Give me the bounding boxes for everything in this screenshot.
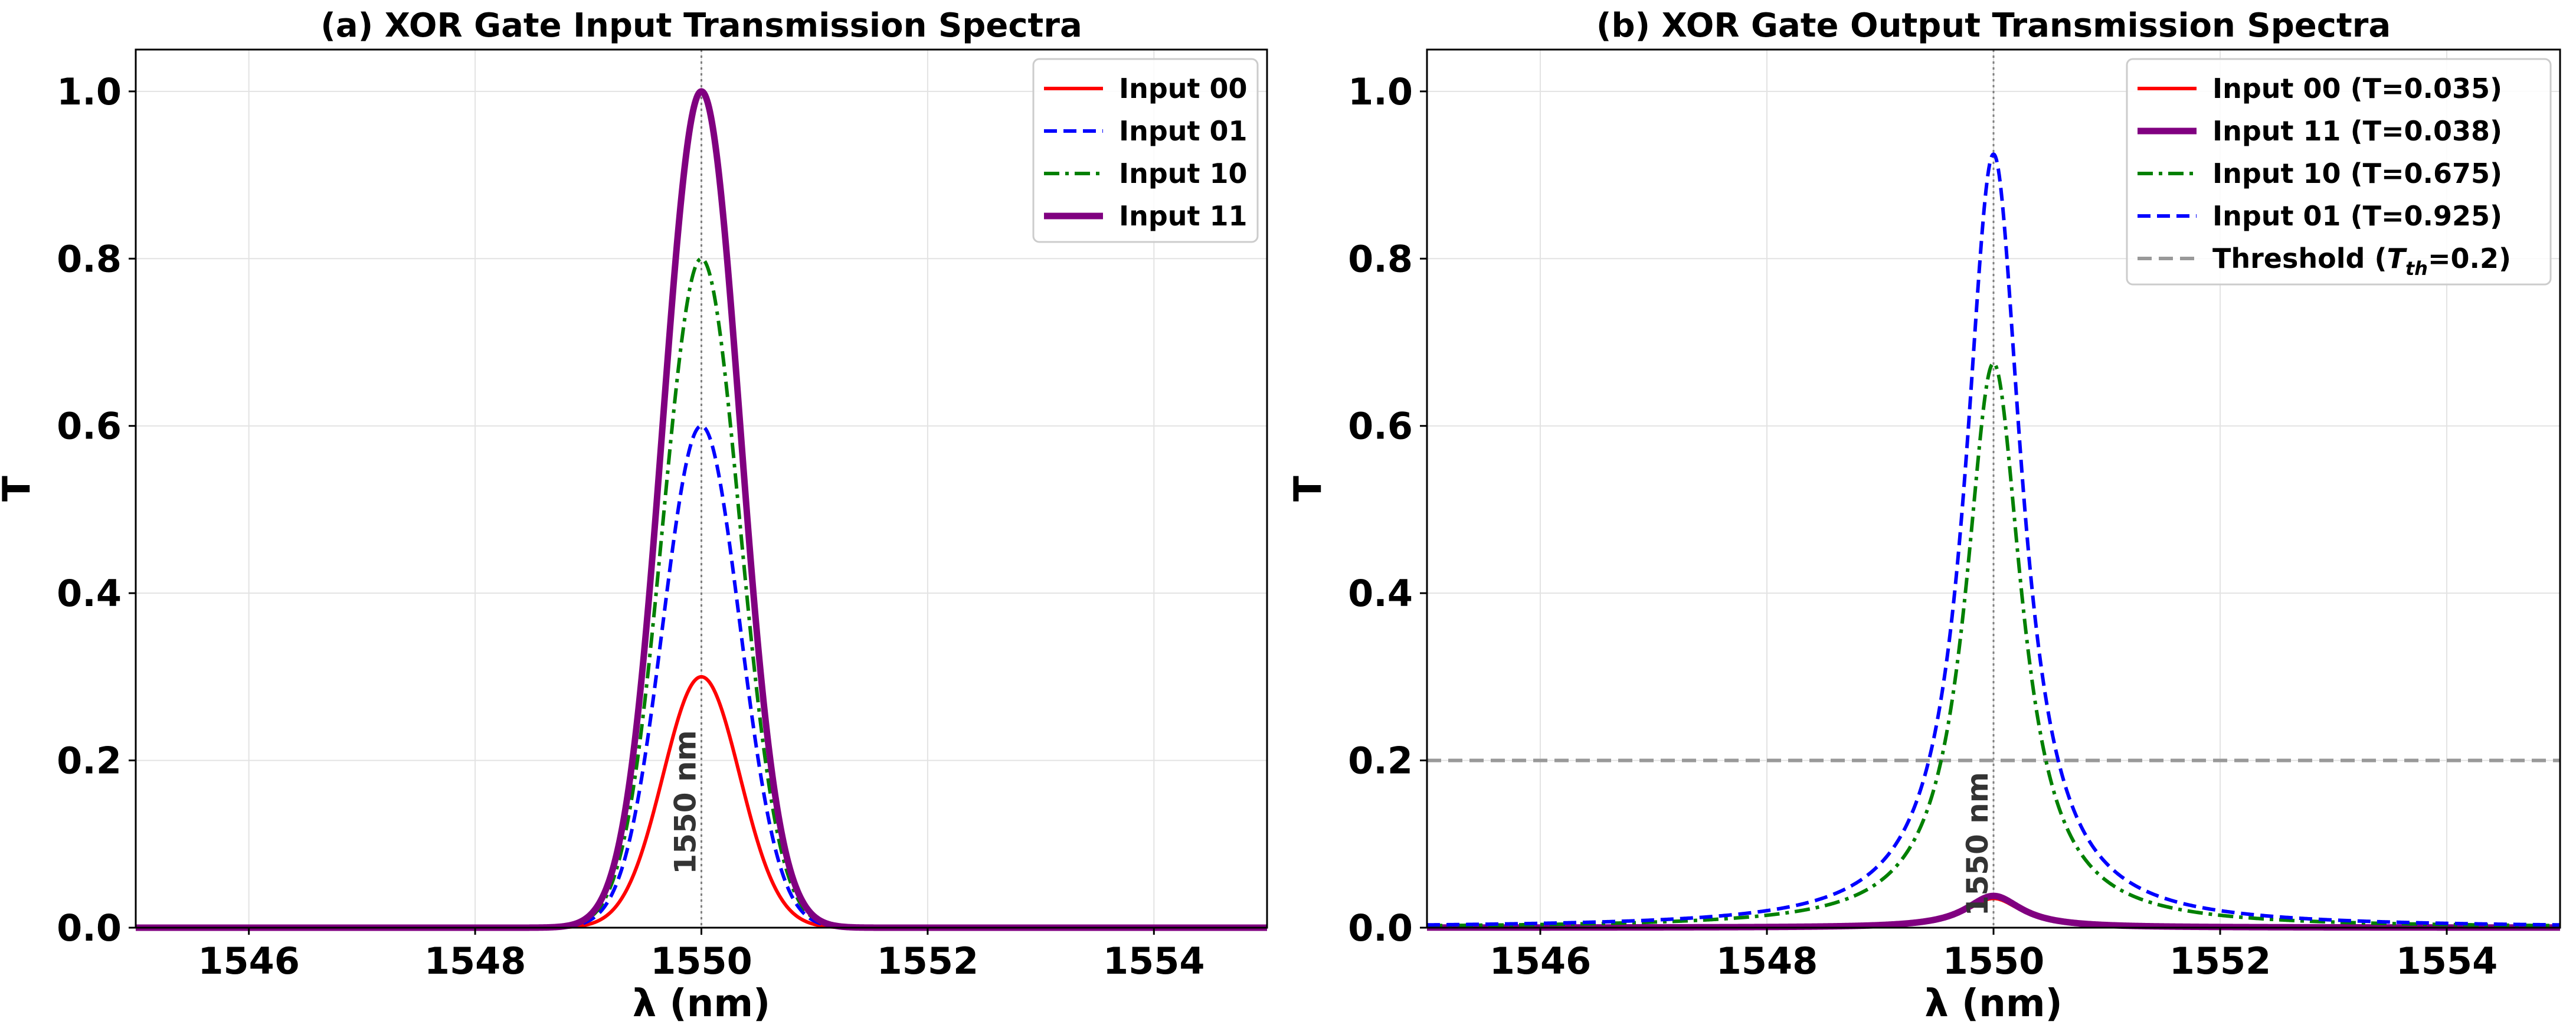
- y-tick-label: 0.4: [57, 572, 122, 615]
- y-tick-label: 0.8: [57, 237, 122, 280]
- x-tick-label: 1550: [650, 939, 752, 983]
- x-tick-label: 1548: [424, 939, 526, 983]
- legend-box: [2126, 58, 2552, 286]
- x-axis-label: λ (nm): [633, 982, 771, 1026]
- legend-box: [1032, 58, 1259, 243]
- y-tick-label: 0.0: [57, 906, 122, 950]
- y-tick-label: 0.4: [1348, 572, 1413, 615]
- legend-label: Input 11 (T=0.038): [2212, 115, 2502, 147]
- threshold-label-part: th: [2405, 257, 2428, 280]
- legend: Input 00 Input 01 Input 10 Input 11: [1032, 58, 1259, 243]
- threshold-label-part: T: [2387, 243, 2407, 274]
- chart-title: (a) XOR Gate Input Transmission Spectra: [320, 6, 1082, 45]
- y-axis-label: T: [0, 476, 39, 502]
- x-tick-label: 1546: [1490, 939, 1592, 983]
- y-tick-label: 1.0: [57, 70, 122, 113]
- legend-label: Input 00 (T=0.035): [2212, 73, 2502, 104]
- x-tick-label: 1546: [198, 939, 300, 983]
- panel-b: 1550 nm 1546 1548 1550 1552 1554 0.0 0.2 0.4 0.6 0…: [1287, 6, 2562, 1026]
- series-line-input-01-t-0-925: [1426, 152, 2561, 927]
- x-tick-label: 1552: [2169, 939, 2271, 983]
- y-tick-label: 0.2: [1348, 739, 1413, 783]
- legend: Input 00 (T=0.035) Input 11 (T=0.038) Inpu…: [2126, 58, 2552, 286]
- series-line-input-10-t-0-675: [1426, 361, 2561, 928]
- legend-label: Input 10: [1119, 158, 1248, 189]
- y-tick-label: 0.6: [1348, 405, 1413, 448]
- panel-a: 1550 nm 1546 1548 1550 1552 1554 0.0 0.2 0.4 0.6 0…: [0, 6, 1269, 1026]
- x-tick-label: 1552: [877, 939, 979, 983]
- threshold-label-part: =0.2): [2428, 243, 2511, 274]
- x-tick-label: 1548: [1716, 939, 1818, 983]
- y-axis-label: T: [1287, 476, 1330, 502]
- chart-title: (b) XOR Gate Output Transmission Spectra: [1596, 6, 2391, 45]
- legend-label: Input 11: [1119, 200, 1248, 232]
- legend-label: Input 01: [1119, 115, 1248, 147]
- x-tick-label: 1554: [1103, 939, 1205, 983]
- threshold-label-part: Threshold (: [2212, 243, 2387, 274]
- legend-label: Input 00: [1119, 73, 1248, 104]
- y-tick-label: 1.0: [1348, 70, 1413, 113]
- wavelength-annotation: 1550 nm: [669, 730, 703, 874]
- legend-label: Input 10 (T=0.675): [2212, 158, 2502, 189]
- x-tick-label: 1554: [2396, 939, 2498, 983]
- legend-label: Input 01 (T=0.925): [2212, 200, 2502, 232]
- y-tick-label: 0.8: [1348, 237, 1413, 280]
- wavelength-annotation: 1550 nm: [1960, 772, 1995, 916]
- y-tick-label: 0.6: [57, 405, 122, 448]
- x-axis-label: λ (nm): [1924, 982, 2063, 1026]
- y-tick-label: 0.0: [1348, 906, 1413, 950]
- y-tick-label: 0.2: [57, 739, 122, 783]
- x-tick-label: 1550: [1943, 939, 2045, 983]
- legend-label-threshold: Threshold (Tth=0.2): [2212, 243, 2511, 280]
